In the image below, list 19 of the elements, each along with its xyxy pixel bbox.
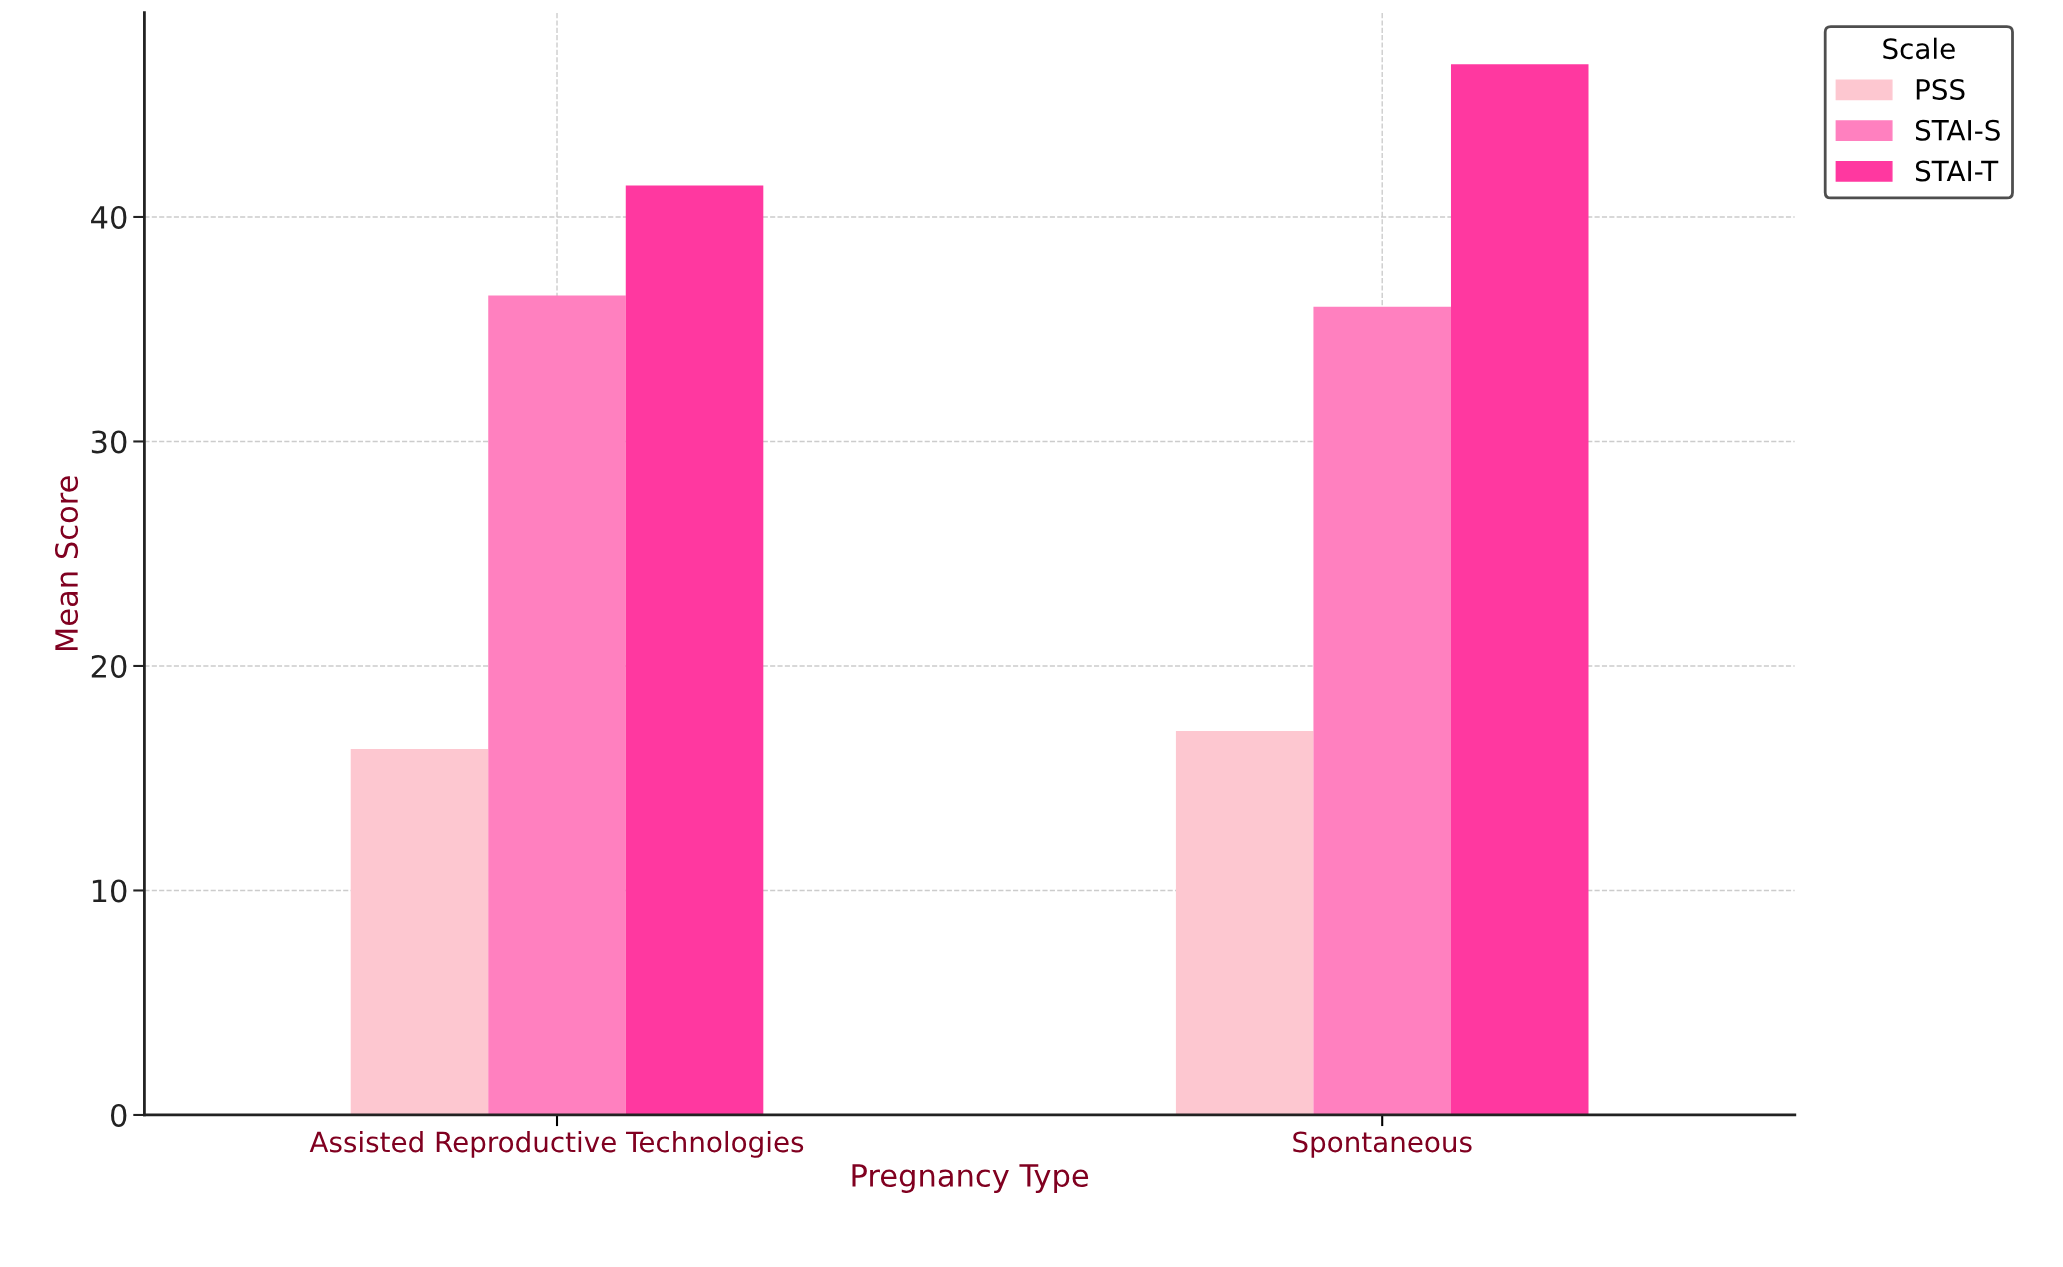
legend-label: STAI-S: [1915, 119, 2000, 141]
x-axis-title: Pregnancy Type: [852, 1164, 1089, 1193]
legend-title: Scale: [1883, 37, 1955, 60]
bar: [350, 749, 489, 1115]
y-tick-label: 0: [111, 1103, 127, 1127]
x-tick-label: Assisted Reproductive Technologies: [309, 1130, 804, 1158]
bar: [1175, 731, 1314, 1115]
y-tick-label: 30: [91, 430, 127, 454]
bar: [625, 185, 764, 1115]
x-tick-label: Spontaneous: [1293, 1131, 1472, 1158]
bar: [1313, 306, 1451, 1115]
y-axis-title: Mean Score: [54, 476, 79, 651]
y-tick-label: 10: [92, 879, 127, 903]
bar: [488, 295, 626, 1115]
legend-label: STAI-T: [1915, 160, 1999, 182]
legend-label: PSS: [1916, 78, 1965, 100]
y-tick-label: 20: [91, 654, 127, 679]
bar: [1450, 64, 1589, 1115]
y-tick-label: 40: [91, 205, 127, 230]
